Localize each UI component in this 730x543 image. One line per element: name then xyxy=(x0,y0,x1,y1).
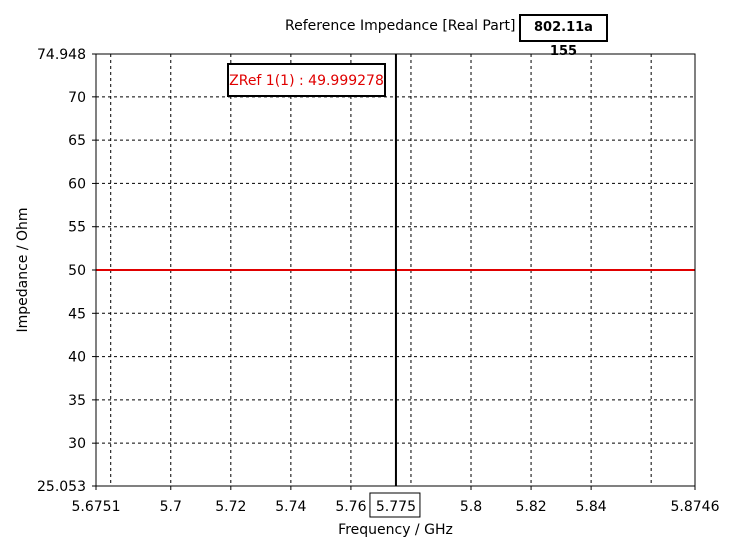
y-tick-label: 45 xyxy=(68,306,86,322)
chart-title: Reference Impedance [Real Part] xyxy=(285,18,516,34)
marker-group: 5.775 ZRef 1(1) : 49.999278 xyxy=(227,54,421,518)
marker-annotation-text: ZRef 1(1) : 49.999278 xyxy=(229,73,384,89)
x-ticks: 5.6751 5.7 5.72 5.74 5.76 5.8 5.82 5.84 5.8746 xyxy=(72,486,720,515)
x-tick-label: 5.82 xyxy=(515,499,546,515)
x-tick-label: 5.72 xyxy=(215,499,246,515)
y-tick-label: 70 xyxy=(68,90,86,106)
y-ticks: 74.948 70 65 60 55 50 45 40 35 30 25.053 xyxy=(37,47,96,495)
marker-annotation-box xyxy=(227,63,386,97)
design-badge[interactable]: 802.11a 155 xyxy=(519,14,608,59)
y-tick-label: 65 xyxy=(68,133,86,149)
x-tick-label: 5.76 xyxy=(335,499,366,515)
x-tick-label: 5.7 xyxy=(160,499,182,515)
y-tick-label: 25.053 xyxy=(37,479,86,495)
y-tick-label: 55 xyxy=(68,220,86,236)
x-tick-label: 5.8 xyxy=(460,499,482,515)
y-axis-label: Impedance / Ohm xyxy=(15,207,31,332)
marker-x-label: 5.775 xyxy=(376,499,416,515)
y-tick-label: 30 xyxy=(68,436,86,452)
x-tick-label: 5.74 xyxy=(275,499,306,515)
y-tick-label: 74.948 xyxy=(37,47,86,63)
x-tick-label: 5.6751 xyxy=(72,499,121,515)
y-tick-label: 50 xyxy=(68,263,86,279)
y-tick-label: 60 xyxy=(68,176,86,192)
y-tick-label: 40 xyxy=(68,350,86,366)
x-tick-label: 5.84 xyxy=(576,499,607,515)
x-tick-label: 5.8746 xyxy=(671,499,720,515)
x-axis-label: Frequency / GHz xyxy=(338,522,453,538)
marker-x-label-box xyxy=(369,492,421,518)
y-tick-label: 35 xyxy=(68,393,86,409)
